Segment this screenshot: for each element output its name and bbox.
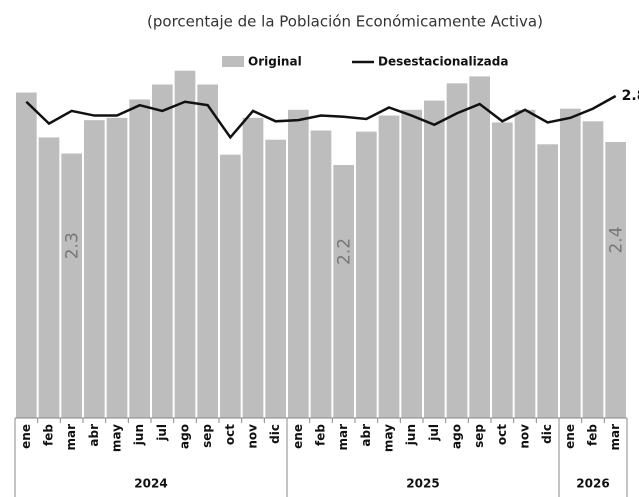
group-label: 2025 [406,477,439,491]
bar [310,130,332,418]
x-tick-label: jun [404,424,418,446]
bar [492,122,513,418]
x-tick-label: mar [336,424,350,451]
bar [424,100,445,418]
bar [378,115,400,419]
bar [333,165,354,418]
x-tick-label: ene [563,424,577,449]
value-label: 2.2 [335,238,355,265]
legend-swatch [222,56,244,67]
x-tick-label: jun [132,424,146,446]
group-label: 2026 [576,477,609,491]
x-tick-label: nov [246,424,260,449]
bar [401,109,422,419]
bar [16,92,37,419]
bar [220,154,241,418]
x-tick-label: abr [87,424,101,447]
x-tick-label: sep [472,424,486,448]
x-tick-label: dic [268,424,282,444]
bar [446,83,468,418]
bar [469,76,490,418]
x-tick-label: mar [608,424,622,451]
x-tick-label: feb [42,424,56,446]
bar [288,109,309,419]
x-tick-label: mar [64,424,78,451]
x-tick-label: dic [540,424,554,444]
bar [582,121,604,419]
x-tick-label: ago [450,424,464,449]
bar [84,120,105,419]
bar [38,137,60,418]
x-tick-label: may [382,424,396,452]
bar [605,142,626,418]
bar [356,131,377,418]
subtitle: (porcentaje de la Población Económicamen… [147,13,543,31]
value-label: 2.4 [607,226,627,253]
bar [265,139,286,418]
bar [514,109,536,419]
group-label: 2024 [134,477,167,491]
legend-label: Desestacionalizada [378,55,508,69]
x-tick-label: oct [495,424,509,445]
x-tick-label: ago [178,424,192,449]
value-label: 2.8 [622,88,639,104]
x-tick-label: oct [223,424,237,445]
legend-label: Original [248,55,302,69]
x-tick-label: jul [427,424,441,442]
bar [61,153,82,418]
bar [560,108,581,419]
x-tick-label: feb [314,424,328,446]
x-tick-label: ene [19,424,33,449]
value-label: 2.3 [63,232,83,259]
bar [197,84,218,418]
x-tick-label: nov [518,424,532,449]
x-tick-label: abr [359,424,373,447]
bar [174,70,196,418]
x-tick-label: feb [586,424,600,446]
line [25,94,617,140]
x-tick-label: may [110,424,124,452]
x-tick-label: sep [200,424,214,448]
bar [537,144,558,419]
bar [152,84,173,418]
x-tick-label: ene [291,424,305,449]
bar [242,117,264,418]
bar [129,99,150,418]
x-tick-label: jul [155,424,169,442]
bar [106,117,128,418]
